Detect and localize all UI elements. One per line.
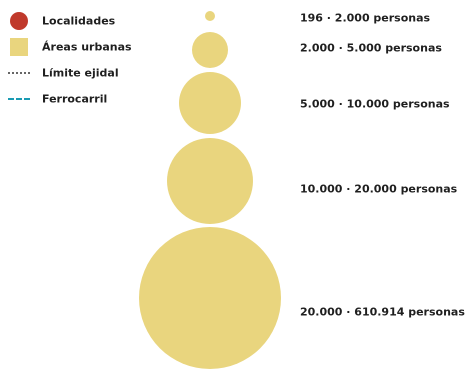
- dotted-line-icon: [8, 72, 30, 74]
- legend-label: Límite ejidal: [42, 66, 119, 80]
- legend-item-areas-urbanas: Áreas urbanas: [8, 34, 178, 60]
- population-class-label: 2.000 · 5.000 personas: [300, 41, 442, 55]
- population-bubble-4: [167, 138, 253, 224]
- population-class-label: 20.000 · 610.914 personas: [300, 305, 465, 319]
- population-bubble-1: [205, 11, 215, 21]
- population-bubble-5: [139, 227, 281, 369]
- urban-area-square-icon: [10, 38, 28, 56]
- map-legend: Localidades Áreas urbanas Límite ejidal …: [8, 8, 178, 112]
- population-class-label: 196 · 2.000 personas: [300, 11, 431, 25]
- population-class-label: 10.000 · 20.000 personas: [300, 182, 458, 196]
- population-bubble-3: [179, 72, 241, 134]
- dashed-line-icon: [8, 98, 30, 100]
- legend-label: Localidades: [42, 14, 116, 28]
- legend-label: Ferrocarril: [42, 92, 108, 106]
- legend-item-localidades: Localidades: [8, 8, 178, 34]
- legend-item-limite-ejidal: Límite ejidal: [8, 60, 178, 86]
- population-bubble-2: [192, 32, 228, 68]
- legend-item-ferrocarril: Ferrocarril: [8, 86, 178, 112]
- red-dot-icon: [10, 12, 28, 30]
- legend-label: Áreas urbanas: [42, 40, 132, 54]
- population-class-label: 5.000 · 10.000 personas: [300, 97, 450, 111]
